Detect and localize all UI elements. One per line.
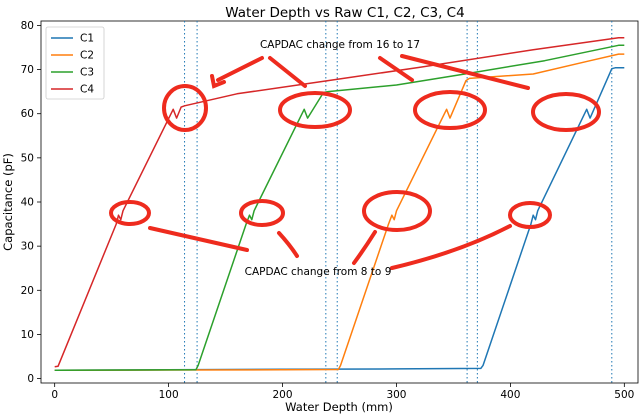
legend: C1 C2 C3 C4 (45, 26, 105, 100)
y-axis-label: Capacitance (pF) (1, 153, 15, 251)
y-tick-label: 50 (21, 152, 34, 164)
x-tick-label: 400 (500, 389, 520, 401)
markup-stroke (400, 54, 530, 90)
x-axis: 0 100 200 300 400 500 (51, 383, 634, 401)
markup-stroke (268, 56, 307, 88)
markup-circle (531, 92, 601, 132)
markup-stroke (148, 226, 249, 252)
x-tick-label: 0 (51, 389, 58, 401)
x-tick-label: 500 (614, 389, 634, 401)
y-tick-label: 30 (21, 241, 34, 253)
legend-label-c1: C1 (80, 33, 94, 45)
legend-label-c3: C3 (80, 67, 94, 79)
y-tick-label: 40 (21, 197, 34, 209)
y-tick-label: 60 (21, 108, 34, 120)
y-tick-label: 70 (21, 64, 34, 76)
x-axis-label: Water Depth (mm) (285, 400, 393, 414)
annotation-capdac-8-9: CAPDAC change from 8 to 9 (245, 266, 392, 278)
red-markup-overlay (109, 54, 601, 270)
x-tick-label: 200 (273, 389, 293, 401)
x-tick-label: 100 (159, 389, 179, 401)
markup-circle (508, 201, 552, 229)
markup-stroke (277, 231, 299, 258)
y-tick-label: 10 (21, 329, 34, 341)
markup-circle (239, 199, 285, 227)
y-tick-label: 80 (21, 20, 34, 32)
series-line-c2 (54, 53, 625, 371)
series-line-c3 (54, 44, 625, 371)
markup-stroke (216, 56, 264, 82)
markup-stroke (378, 56, 414, 82)
y-tick-label: 0 (27, 373, 34, 385)
markup-stroke (390, 224, 512, 270)
y-axis: 0 10 20 30 40 50 60 70 80 (21, 20, 41, 385)
markup-stroke (210, 74, 226, 89)
annotation-capdac-16-17: CAPDAC change from 16 to 17 (260, 39, 420, 51)
legend-label-c4: C4 (80, 84, 94, 96)
markup-circle (109, 200, 151, 226)
markup-circle (278, 91, 352, 129)
markup-circle (362, 190, 432, 232)
y-tick-label: 20 (21, 285, 34, 297)
x-tick-label: 300 (386, 389, 406, 401)
legend-label-c2: C2 (80, 50, 94, 62)
markup-circle (413, 90, 487, 130)
legend-box (45, 26, 105, 100)
markup-circle (162, 84, 208, 132)
chart-title: Water Depth vs Raw C1, C2, C3, C4 (225, 5, 464, 21)
markup-stroke (352, 230, 377, 265)
